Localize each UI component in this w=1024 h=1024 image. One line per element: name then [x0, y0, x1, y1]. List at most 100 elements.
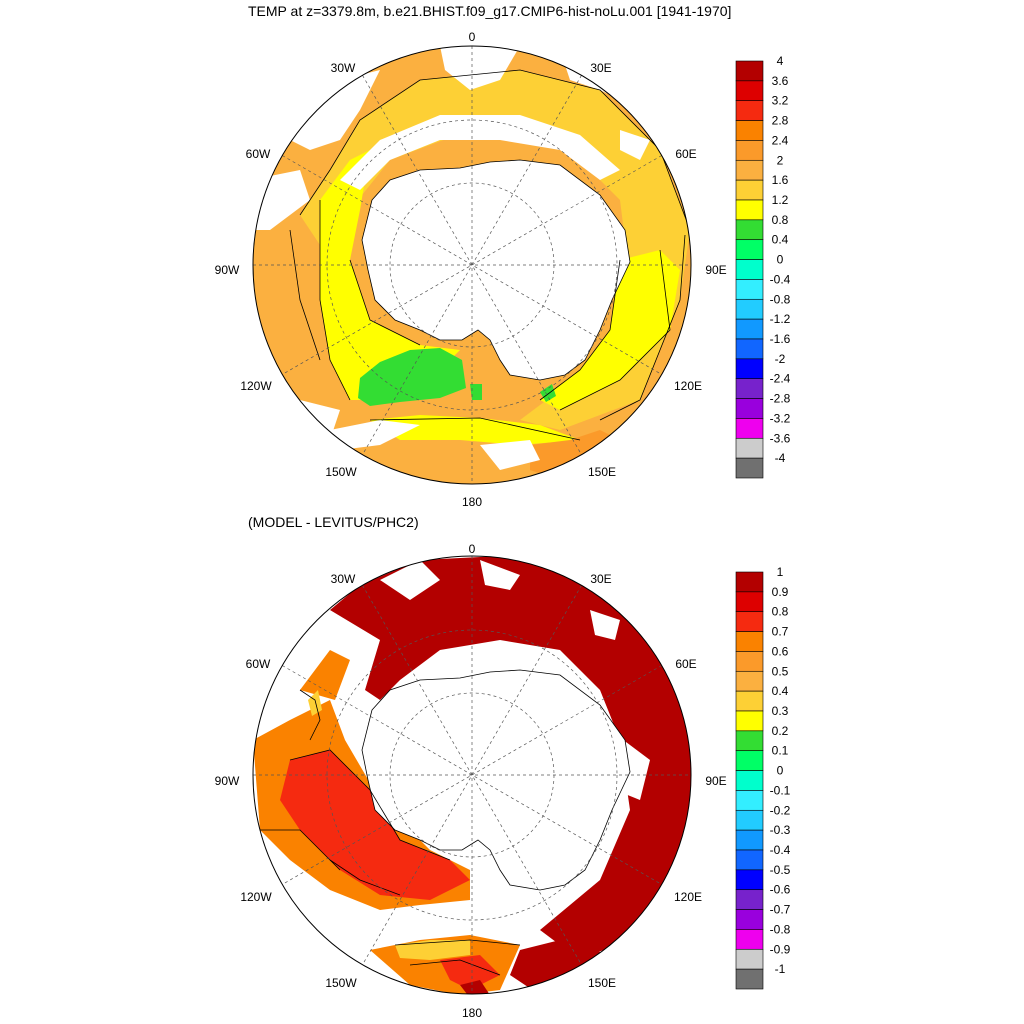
colorbar-swatch — [735, 849, 764, 871]
bottom-lon-label: 30W — [331, 572, 356, 586]
colorbar-swatch — [735, 219, 764, 241]
top-gap-s — [330, 420, 420, 450]
top-lon-label: 120W — [240, 379, 272, 393]
colorbar-swatch — [735, 690, 764, 712]
bottom-gap-ne — [590, 610, 620, 640]
colorbar-swatch — [735, 948, 764, 970]
colorbar-tick-label: -2.8 — [770, 392, 791, 406]
bottom-colorbar: 1 0.9 0.8 0.7 0.6 0.5 0.4 0.3 0.2 0.1 0 -0.1 -0.2 -0.… — [735, 565, 791, 990]
colorbar-tick-label: 0.1 — [772, 744, 789, 758]
colorbar-tick-label: 0.9 — [772, 585, 789, 599]
colorbar-swatch — [735, 750, 764, 771]
colorbar-tick-label: 4 — [777, 54, 784, 68]
colorbar-swatch — [735, 790, 764, 811]
colorbar-swatch — [735, 100, 764, 121]
top-gap-nw — [290, 70, 380, 150]
top-colorbar: 4 3.6 3.2 2.8 2.4 2 1.6 1.2 0.8 0.4 0 -0.4 -0.8 -1.2 -… — [735, 54, 791, 479]
colorbar-tick-label: 0.7 — [772, 625, 789, 639]
colorbar-tick-label: -0.7 — [770, 903, 791, 917]
colorbar-swatch — [735, 259, 764, 280]
colorbar-swatch — [735, 909, 764, 930]
bottom-lon-label: 0 — [469, 542, 476, 556]
colorbar-tick-label: -0.2 — [770, 803, 791, 817]
colorbar-tick-label: -0.8 — [770, 922, 791, 936]
colorbar-swatch — [735, 437, 764, 459]
top-lon-label: 30W — [331, 61, 356, 75]
colorbar-tick-label: 2.4 — [772, 133, 789, 147]
colorbar-swatch — [735, 80, 764, 102]
colorbar-swatch — [735, 120, 764, 141]
top-contours — [289, 69, 691, 441]
top-lon-label: 30E — [590, 61, 611, 75]
colorbar-swatch — [735, 651, 764, 672]
top-polar-map: 0 30E 60E 90E 120E 150E 180 150W 120W 90… — [215, 30, 791, 509]
colorbar-tick-label: 0.5 — [772, 664, 789, 678]
bottom-lon-label: 90E — [705, 774, 726, 788]
top-lon-labels: 0 30E 60E 90E 120E 150E 180 150W 120W 90… — [215, 30, 727, 509]
top-yellow-band-west — [320, 150, 460, 400]
bottom-lon-label: 150E — [588, 976, 616, 990]
colorbar-swatch — [735, 318, 764, 340]
bottom-yellow-drake — [308, 690, 322, 716]
colorbar-swatch — [735, 179, 764, 201]
top-map-title: TEMP at z=3379.8m, b.e21.BHIST.f09_g17.C… — [248, 3, 732, 19]
colorbar-tick-label: -4 — [775, 451, 786, 465]
colorbar-swatch — [735, 670, 764, 692]
colorbar-tick-label: 0.6 — [772, 644, 789, 658]
colorbar-tick-label: 0.4 — [772, 233, 789, 247]
colorbar-swatch — [735, 889, 764, 910]
colorbar-tick-label: 1.2 — [772, 193, 789, 207]
colorbar-swatch — [735, 239, 764, 260]
colorbar-tick-label: 2.8 — [772, 114, 789, 128]
bottom-lon-label: 150W — [325, 976, 357, 990]
colorbar-swatch — [735, 829, 764, 851]
bottom-red-south — [440, 955, 500, 990]
top-lon-label: 0 — [469, 30, 476, 44]
top-lon-label: 90W — [215, 263, 240, 277]
bottom-lon-label: 120W — [240, 890, 272, 904]
top-green-patch — [358, 348, 466, 406]
top-gap-s2 — [480, 440, 540, 470]
colorbar-tick-label: -0.4 — [770, 272, 791, 286]
bottom-lon-label: 180 — [462, 1006, 482, 1020]
top-lon-label: 180 — [462, 495, 482, 509]
colorbar-tick-label: -1 — [775, 962, 786, 976]
bottom-lon-label: 30E — [590, 572, 611, 586]
colorbar-tick-label: -0.1 — [770, 783, 791, 797]
colorbar-tick-label: -3.6 — [770, 431, 791, 445]
colorbar-tick-label: -3.2 — [770, 411, 791, 425]
bottom-graticule — [253, 556, 691, 994]
bottom-yellow-south — [395, 940, 470, 960]
colorbar-swatch — [735, 809, 764, 831]
colorbar-tick-label: 1 — [777, 565, 784, 579]
bottom-lon-label: 120E — [674, 890, 702, 904]
top-lon-label: 150W — [325, 465, 357, 479]
colorbar-tick-label: -0.3 — [770, 823, 791, 837]
bottom-lon-label: 60E — [675, 657, 696, 671]
top-map-border — [252, 45, 692, 485]
bottom-red-pacific — [280, 750, 470, 900]
bottom-orange-drake — [300, 650, 350, 700]
colorbar-swatch — [735, 770, 764, 791]
top-gap-n — [440, 46, 520, 90]
colorbar-swatch — [735, 457, 764, 479]
colorbar-tick-label: -1.6 — [770, 332, 791, 346]
bottom-lon-label: 60W — [246, 657, 271, 671]
colorbar-swatch — [735, 869, 764, 891]
bottom-map-title: (MODEL - LEVITUS/PHC2) — [248, 514, 419, 530]
colorbar-tick-label: 1.6 — [772, 173, 789, 187]
colorbar-tick-label: 3.2 — [772, 94, 789, 108]
colorbar-swatch — [735, 611, 764, 632]
colorbar-tick-label: -0.4 — [770, 843, 791, 857]
bottom-dark-red-ring — [330, 556, 691, 960]
top-lon-label: 60E — [675, 147, 696, 161]
colorbar-swatch — [735, 710, 764, 732]
top-green-patch-tiny — [470, 384, 482, 400]
colorbar-tick-label: 0.8 — [772, 605, 789, 619]
top-green-patch-small — [540, 384, 556, 402]
bottom-lon-labels: 0 30E 60E 90E 120E 150E 180 150W 120W 90… — [215, 542, 727, 1020]
colorbar-swatch — [735, 730, 764, 752]
colorbar-tick-label: 0 — [777, 253, 784, 267]
bottom-map-border — [252, 555, 692, 995]
